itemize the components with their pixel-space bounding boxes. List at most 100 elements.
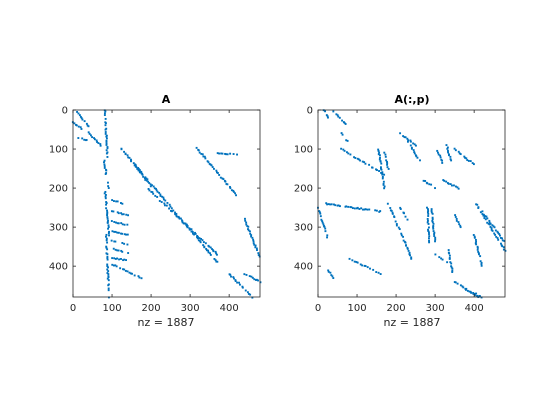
nonzero-marker xyxy=(404,215,407,218)
nonzero-marker xyxy=(120,222,123,225)
nonzero-marker xyxy=(105,201,108,203)
nonzero-marker xyxy=(343,121,346,124)
nonzero-marker xyxy=(347,152,350,155)
nonzero-marker xyxy=(360,207,363,210)
nonzero-marker xyxy=(108,230,110,233)
nonzero-marker xyxy=(127,214,130,217)
nonzero-marker xyxy=(245,273,248,276)
nonzero-marker xyxy=(415,155,418,158)
nonzero-marker xyxy=(103,192,106,195)
nonzero-marker xyxy=(318,210,321,213)
nonzero-marker xyxy=(125,213,128,216)
nonzero-marker xyxy=(399,206,402,209)
nonzero-marker xyxy=(107,224,110,227)
nonzero-marker xyxy=(107,289,110,292)
nonzero-marker xyxy=(430,211,433,214)
nonzero-marker xyxy=(225,153,227,156)
nonzero-marker xyxy=(445,144,448,147)
nonzero-marker xyxy=(480,296,483,299)
nonzero-marker xyxy=(362,208,364,211)
nonzero-marker xyxy=(431,221,434,224)
nonzero-marker xyxy=(427,223,430,225)
nonzero-marker xyxy=(114,257,117,260)
nonzero-marker xyxy=(186,226,189,229)
nonzero-marker xyxy=(391,211,394,214)
nonzero-marker xyxy=(123,258,126,261)
nonzero-marker xyxy=(326,236,329,239)
nonzero-marker xyxy=(161,195,164,198)
nonzero-marker xyxy=(154,194,157,197)
nonzero-marker xyxy=(143,177,146,180)
nonzero-marker xyxy=(428,183,431,186)
nonzero-marker xyxy=(196,235,199,238)
nonzero-marker xyxy=(148,182,151,184)
nonzero-marker xyxy=(472,163,475,166)
nonzero-marker xyxy=(447,149,449,152)
nonzero-marker xyxy=(211,166,214,168)
nonzero-marker xyxy=(208,245,211,248)
nonzero-marker xyxy=(404,241,407,244)
nonzero-marker xyxy=(381,177,384,180)
nonzero-marker xyxy=(113,221,116,223)
nonzero-marker xyxy=(137,169,140,172)
nonzero-marker xyxy=(126,154,129,157)
nonzero-marker xyxy=(380,166,382,169)
nonzero-marker xyxy=(409,254,411,257)
nonzero-marker xyxy=(174,213,177,216)
nonzero-marker xyxy=(461,285,464,288)
nonzero-marker xyxy=(406,246,409,249)
nonzero-marker xyxy=(428,226,430,229)
nonzero-marker xyxy=(117,212,120,215)
nonzero-marker xyxy=(327,270,330,273)
nonzero-marker xyxy=(387,168,390,170)
nonzero-marker xyxy=(106,241,109,244)
nonzero-marker xyxy=(446,146,449,149)
nonzero-marker xyxy=(103,161,105,164)
nonzero-marker xyxy=(439,156,442,159)
nonzero-marker xyxy=(459,153,462,156)
axes-frame xyxy=(317,109,506,298)
nonzero-marker xyxy=(398,228,401,231)
nonzero-marker xyxy=(400,232,403,235)
nonzero-marker xyxy=(469,290,472,293)
nonzero-marker xyxy=(406,247,409,250)
nonzero-marker xyxy=(236,153,238,156)
nonzero-marker xyxy=(116,231,119,234)
nonzero-marker xyxy=(457,221,460,224)
nonzero-marker xyxy=(233,277,235,280)
nonzero-marker xyxy=(394,220,397,223)
nonzero-marker xyxy=(325,202,328,205)
nonzero-marker xyxy=(382,180,385,183)
nonzero-marker xyxy=(128,271,131,274)
nonzero-marker xyxy=(249,232,252,235)
nonzero-marker xyxy=(212,167,215,170)
y-tick-label: 300 xyxy=(294,223,313,234)
nonzero-marker xyxy=(430,210,433,212)
nonzero-marker xyxy=(354,157,357,159)
nonzero-marker xyxy=(448,154,450,157)
nonzero-marker xyxy=(104,117,107,120)
nonzero-marker xyxy=(107,284,110,287)
nonzero-marker xyxy=(427,230,430,232)
nonzero-marker xyxy=(468,290,471,293)
nonzero-marker xyxy=(232,276,235,279)
subplot-a-permuted: A(:,p) 0 100 200 300 400 0 100 200 300 400 nz = … xyxy=(294,93,507,329)
nonzero-marker xyxy=(484,215,487,218)
nonzero-marker xyxy=(185,223,188,226)
nonzero-marker xyxy=(459,224,462,227)
nonzero-marker xyxy=(83,120,86,123)
nonzero-marker xyxy=(106,255,109,258)
nonzero-marker xyxy=(369,267,371,270)
nonzero-marker xyxy=(329,271,332,274)
nonzero-marker xyxy=(96,141,99,143)
nonzero-marker xyxy=(120,232,122,235)
nonzero-marker xyxy=(342,148,345,151)
nonzero-marker xyxy=(229,273,232,276)
nonzero-marker xyxy=(104,110,107,113)
nonzero-marker xyxy=(85,139,88,141)
nonzero-marker xyxy=(168,203,171,206)
nonzero-marker xyxy=(442,179,445,181)
nonzero-marker xyxy=(81,137,84,140)
nonzero-marker xyxy=(496,237,499,240)
nonzero-marker xyxy=(149,183,152,186)
